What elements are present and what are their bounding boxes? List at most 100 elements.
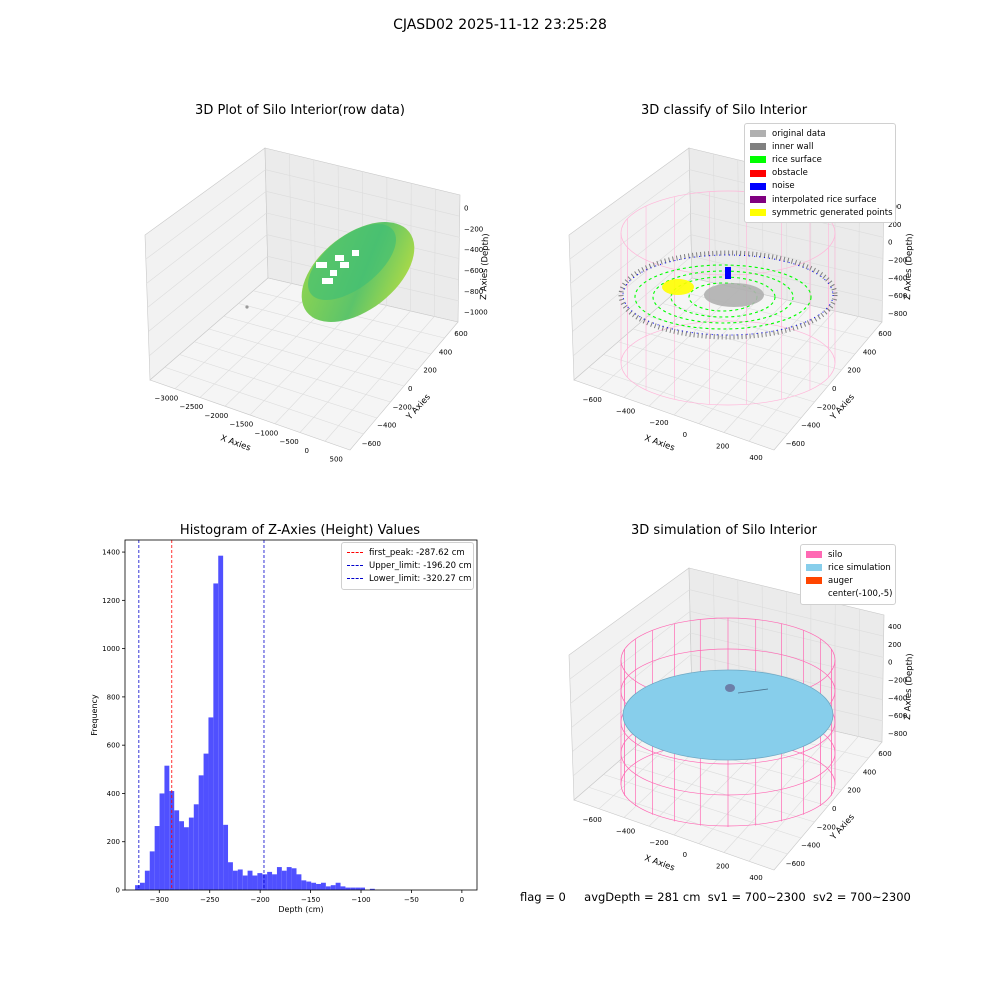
- raw-ztick-label: −400: [464, 246, 483, 254]
- histogram-legend-label: first_peak: -287.62 cm: [369, 547, 465, 558]
- histogram-ytick-label: 1000: [102, 645, 120, 653]
- simulation-grid-line: [571, 632, 691, 728]
- classify-rice-surface-ring: [652, 270, 794, 324]
- raw-cloud-gap: [335, 255, 344, 261]
- histogram-xtick-label: 0: [460, 896, 464, 904]
- classify-legend-label: obstacle: [772, 168, 808, 179]
- raw-xtick-label: −1000: [255, 429, 279, 437]
- raw-xtick-label: −2000: [205, 412, 229, 420]
- histogram-legend-swatch: [347, 565, 363, 567]
- classify-legend-item: inner wall: [750, 140, 890, 153]
- raw-ytick-label: −200: [393, 403, 412, 411]
- histogram-bar: [262, 874, 268, 890]
- histogram-bar: [281, 870, 287, 890]
- classify-xtick-label: −200: [649, 419, 668, 427]
- classify-plot-title: 3D classify of Silo Interior: [640, 103, 808, 118]
- raw-ztick-label: −200: [464, 225, 483, 233]
- histogram-bar: [276, 867, 282, 890]
- simulation-xtick-label: 0: [683, 851, 687, 859]
- histogram-xtick-label: −250: [200, 896, 219, 904]
- raw-grid-line: [238, 303, 432, 355]
- simulation-zlabel: Z Axies (Depth): [903, 653, 915, 720]
- classify-grid-line: [569, 169, 690, 260]
- classify-grid-line: [723, 310, 835, 433]
- raw-zlabel: Z Axies (Depth): [479, 233, 491, 300]
- histogram-legend-item: first_peak: -287.62 cm: [347, 546, 468, 559]
- histogram-xtick-label: −50: [404, 896, 419, 904]
- histogram-bar: [267, 871, 273, 890]
- simulation-xtick-label: −600: [583, 816, 602, 824]
- raw-ytick-label: 200: [423, 367, 436, 375]
- avg-depth-text: avgDepth = 281 cm: [584, 890, 701, 904]
- histogram-xlabel: Depth (cm): [278, 905, 323, 914]
- classify-ytick-label: −600: [786, 440, 805, 448]
- histogram-bar: [139, 882, 145, 890]
- raw-grid-line: [148, 234, 268, 332]
- raw-xtick-label: 500: [330, 456, 343, 464]
- sv2-text: sv2 = 700~2300: [812, 890, 911, 904]
- classify-noise-cluster: [725, 267, 731, 279]
- simulation-grid-line: [723, 730, 835, 853]
- simulation-ytick-label: 600: [878, 750, 891, 758]
- histogram-bar: [232, 870, 238, 890]
- classify-ytick-label: −200: [817, 403, 836, 411]
- histogram-legend: first_peak: -287.62 cm Upper_limit: -196.…: [341, 542, 474, 590]
- simulation-ztick-label: −600: [888, 712, 907, 720]
- simulation-ztick-label: −200: [888, 677, 907, 685]
- histogram-legend-item: Upper_limit: -196.20 cm: [347, 559, 472, 572]
- raw-ztick-label: −1000: [464, 309, 488, 317]
- classify-rice-surface-ring: [670, 276, 776, 318]
- histogram-ylabel: Frequency: [90, 694, 99, 736]
- raw-xtick-label: −2500: [180, 403, 204, 411]
- histogram-bar: [218, 555, 224, 890]
- histogram-xtick-label: −300: [150, 896, 169, 904]
- histogram-bar: [198, 775, 204, 890]
- histogram-xtick-label: −150: [301, 896, 320, 904]
- raw-cloud-gap: [322, 278, 333, 284]
- classify-legend-swatch: [750, 182, 766, 190]
- classify-grid-line: [571, 212, 691, 308]
- raw-xtick-label: 0: [305, 447, 309, 455]
- simulation-ytick-label: −600: [786, 860, 805, 868]
- classify-ztick-label: 0: [888, 239, 892, 247]
- simulation-xtick-label: 400: [749, 874, 762, 882]
- histogram-ytick-label: 400: [107, 790, 120, 798]
- histogram-bar: [316, 883, 321, 890]
- classify-ztick-label: −600: [888, 292, 907, 300]
- histogram-bar: [228, 862, 233, 890]
- histogram-bar: [149, 851, 155, 890]
- classify-grid-line: [698, 305, 811, 424]
- classify-original-data-cluster: [704, 283, 764, 307]
- classify-legend: original data inner wall rice surface obsta…: [744, 123, 896, 224]
- histogram-ytick-label: 1200: [102, 597, 120, 605]
- simulation-ztick-label: 0: [888, 659, 892, 667]
- simulation-rice-surface: [622, 669, 834, 761]
- simulation-grid-line: [689, 589, 884, 637]
- classify-legend-swatch: [750, 156, 766, 164]
- histogram-title: Histogram of Z-Axies (Height) Values: [179, 523, 421, 538]
- classify-grid-line: [572, 234, 692, 332]
- histogram-bar: [311, 882, 317, 890]
- classify-grid-line: [673, 299, 788, 416]
- raw-grid-line: [146, 191, 267, 284]
- classify-xtick-label: −600: [583, 396, 602, 404]
- simulation-legend-swatch: [806, 591, 822, 598]
- histogram-bar: [135, 885, 140, 890]
- simulation-legend: silo rice simulation auger center(-100,-5): [800, 544, 896, 605]
- histogram-bar: [208, 717, 214, 890]
- histogram-bar: [350, 887, 356, 890]
- histogram-bar: [193, 804, 199, 890]
- histogram-bar: [237, 869, 243, 890]
- histogram-bar: [335, 882, 341, 890]
- classify-legend-item: rice surface: [750, 153, 890, 166]
- histogram-bar: [164, 765, 170, 890]
- classify-ytick-label: 400: [863, 348, 876, 356]
- classify-legend-item: interpolated rice surface: [750, 193, 890, 206]
- histogram-bar: [296, 874, 302, 890]
- histogram-bar: [242, 875, 248, 890]
- histogram-bar: [369, 888, 375, 890]
- histogram-legend-label: Upper_limit: -196.20 cm: [369, 560, 472, 571]
- simulation-grid-line: [570, 611, 691, 704]
- classify-ytick-label: −400: [801, 422, 820, 430]
- classify-grid-line: [572, 256, 692, 357]
